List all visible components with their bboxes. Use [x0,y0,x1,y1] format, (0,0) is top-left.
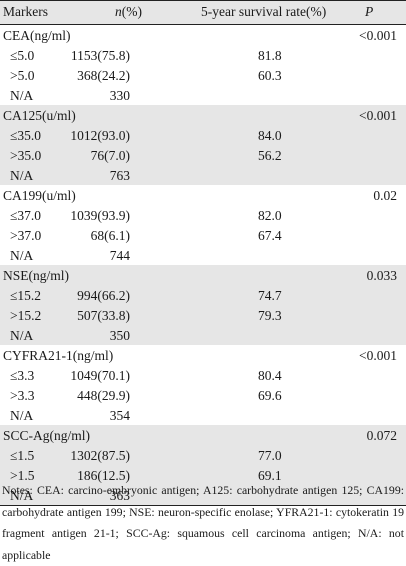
row-label: N/A [10,408,34,423]
row-label: >1.5 [10,468,35,483]
survival-rate: 74.7 [258,288,282,303]
n-percent: 1049(70.1) [70,368,130,383]
table-row: >1.5 186(12.5) 69.1 [0,465,406,485]
n-percent: 994(66.2) [77,288,130,303]
survival-rate: 67.4 [258,228,282,243]
p-value: 0.072 [366,428,397,443]
survival-rate: 81.8 [258,48,282,63]
header-p: P [365,4,374,19]
survival-rate: 69.1 [258,468,282,483]
n-percent: 1302(87.5) [70,448,130,463]
table-body: CEA(ng/ml) <0.001 ≤5.0 1153(75.8) 81.8 >5.0 36… [0,25,406,506]
group-name: CYFRA21-1(ng/ml) [3,348,114,363]
n-percent: 1153(75.8) [70,48,130,63]
n-percent: 448(29.9) [77,388,130,403]
group-name: CA199(u/ml) [3,188,76,203]
table-row: ≤1.5 1302(87.5) 77.0 [0,445,406,465]
row-label: ≤5.0 [10,48,35,63]
table-row: ≤37.0 1039(93.9) 82.0 [0,205,406,225]
survival-rate: 69.6 [258,388,282,403]
row-label: ≤1.5 [10,448,35,463]
n-percent: 763 [109,168,130,183]
row-label: N/A [10,488,34,503]
n-percent: 354 [109,408,130,423]
group-row: CA125(u/ml) <0.001 [0,105,406,125]
group-row: NSE(ng/ml) 0.033 [0,265,406,285]
survival-rate: 84.0 [258,128,282,143]
table-row: >5.0 368(24.2) 60.3 [0,65,406,85]
n-percent: 1039(93.9) [70,208,130,223]
markers-table: Markers n(%) 5-year survival rate(%) P C… [0,0,406,506]
table-header: Markers n(%) 5-year survival rate(%) P [0,0,406,25]
table-row: N/A 350 [0,325,406,345]
header-markers: Markers [3,4,48,19]
row-label: >3.3 [10,388,35,403]
header-n-prefix: n [115,4,122,19]
table-row: ≤35.0 1012(93.0) 84.0 [0,125,406,145]
n-percent: 350 [109,328,130,343]
row-label: N/A [10,328,34,343]
survival-rate: 60.3 [258,68,282,83]
table-row: N/A 744 [0,245,406,265]
group-row: CEA(ng/ml) <0.001 [0,25,406,45]
n-percent: 368(24.2) [77,68,130,83]
row-label: N/A [10,168,34,183]
n-percent: 1012(93.0) [70,128,130,143]
row-label: ≤37.0 [10,208,42,223]
p-value: 0.033 [366,268,397,283]
table-row: >35.0 76(7.0) 56.2 [0,145,406,165]
row-label: ≤3.3 [10,368,35,383]
survival-rate: 82.0 [258,208,282,223]
header-n-suffix: (%) [121,4,142,19]
survival-rate: 77.0 [258,448,282,463]
table-row: >3.3 448(29.9) 69.6 [0,385,406,405]
row-label: >5.0 [10,68,35,83]
table-notes: Notes: CEA: carcino-embryonic antigen; A… [2,483,404,562]
p-value: <0.001 [359,348,397,363]
row-label: >37.0 [10,228,42,243]
survival-rate: 56.2 [258,148,282,163]
table-row: N/A 363 [0,485,406,506]
survival-rate: 80.4 [258,368,282,383]
row-label: N/A [10,88,34,103]
group-name: SCC-Ag(ng/ml) [3,428,91,443]
row-label: ≤35.0 [10,128,42,143]
header-survival: 5-year survival rate(%) [201,4,327,19]
group-name: NSE(ng/ml) [3,268,69,283]
table-row: ≤3.3 1049(70.1) 80.4 [0,365,406,385]
table-row: N/A 354 [0,405,406,425]
group-row: CA199(u/ml) 0.02 [0,185,406,205]
table-row: ≤15.2 994(66.2) 74.7 [0,285,406,305]
table-row: ≤5.0 1153(75.8) 81.8 [0,45,406,65]
n-percent: 76(7.0) [90,148,130,163]
n-percent: 68(6.1) [90,228,130,243]
table-row: N/A 763 [0,165,406,185]
table-row: >15.2 507(33.8) 79.3 [0,305,406,325]
survival-rate: 79.3 [258,308,282,323]
p-value: 0.02 [373,188,397,203]
n-percent: 744 [109,248,130,263]
group-row: SCC-Ag(ng/ml) 0.072 [0,425,406,445]
p-value: <0.001 [359,108,397,123]
n-percent: 330 [109,88,130,103]
header-n: n(%) [115,3,142,20]
row-label: >15.2 [10,308,42,323]
row-label: N/A [10,248,34,263]
group-name: CEA(ng/ml) [3,28,71,43]
p-value: <0.001 [359,28,397,43]
group-row: CYFRA21-1(ng/ml) <0.001 [0,345,406,365]
table-row: >37.0 68(6.1) 67.4 [0,225,406,245]
n-percent: 186(12.5) [77,468,130,483]
group-name: CA125(u/ml) [3,108,76,123]
row-label: >35.0 [10,148,42,163]
n-percent: 363 [109,488,130,503]
n-percent: 507(33.8) [77,308,130,323]
table-row: N/A 330 [0,85,406,105]
row-label: ≤15.2 [10,288,42,303]
